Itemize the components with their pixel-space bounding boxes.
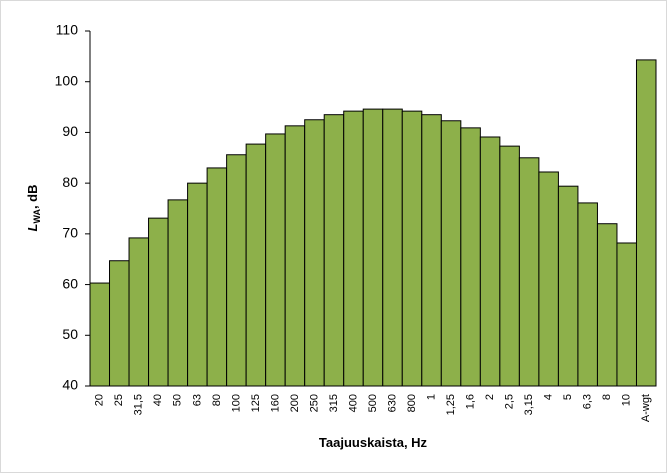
bar <box>460 127 481 387</box>
bar <box>109 260 130 387</box>
bar <box>557 185 579 387</box>
bar <box>206 167 228 387</box>
x-tick-label: 40 <box>152 394 164 406</box>
y-tick-label: 80 <box>62 174 78 190</box>
bar <box>538 171 559 387</box>
x-tick-label: A-wgt <box>640 394 652 422</box>
x-tick-label: 1,6 <box>464 394 476 409</box>
bar <box>187 182 208 387</box>
x-tick-label: 200 <box>289 394 301 412</box>
y-tick-label: 100 <box>55 72 79 88</box>
bar <box>362 108 384 387</box>
x-tick-label: 2 <box>484 394 496 400</box>
x-tick-label: 315 <box>328 394 340 412</box>
bar <box>284 125 306 387</box>
x-tick-label: 160 <box>269 394 281 412</box>
y-label-sub: WA <box>32 209 42 224</box>
x-tick-label: 1 <box>425 394 437 400</box>
x-tick-label: 500 <box>367 394 379 412</box>
x-tick-label: 80 <box>211 394 223 406</box>
x-tick-label: 400 <box>347 394 359 412</box>
x-tick-label: 25 <box>113 394 125 406</box>
x-tick-label: 6,3 <box>582 394 594 409</box>
y-axis-label: LWA, dB <box>25 184 42 231</box>
bar <box>343 110 364 387</box>
x-tick-label: 20 <box>94 394 106 406</box>
bar <box>499 145 520 387</box>
x-tick-label: 8 <box>601 394 613 400</box>
y-tick-label: 50 <box>62 326 78 342</box>
y-label-main: L <box>25 224 40 232</box>
bar <box>518 157 540 387</box>
x-tick-label: 63 <box>191 394 203 406</box>
bar <box>421 114 442 387</box>
bar <box>440 120 462 387</box>
bar <box>265 133 286 387</box>
x-tick-label: 800 <box>406 394 418 412</box>
bar <box>226 154 247 387</box>
bar <box>148 217 169 387</box>
x-tick-label: 4 <box>543 394 555 400</box>
x-tick-label: 100 <box>230 394 242 412</box>
x-tick-label: 250 <box>308 394 320 412</box>
bar <box>128 237 150 387</box>
x-tick-label: 10 <box>621 394 633 406</box>
bar <box>577 202 598 387</box>
y-label-rest: , dB <box>25 184 40 209</box>
bar <box>245 143 267 387</box>
y-tick-label: 70 <box>62 225 78 241</box>
x-tick-label: 5 <box>562 394 574 400</box>
y-tick-label: 90 <box>62 123 78 139</box>
bar <box>323 114 345 387</box>
y-tick-label: 60 <box>62 275 78 291</box>
x-tick-label: 3,15 <box>523 394 535 415</box>
x-tick-label: 50 <box>172 394 184 406</box>
bar <box>479 136 501 387</box>
bar <box>616 242 637 387</box>
bar <box>635 59 657 387</box>
bar <box>382 108 403 387</box>
x-tick-label: 125 <box>250 394 262 412</box>
y-tick-label: 110 <box>56 22 79 38</box>
x-tick-label: 1,25 <box>445 394 457 415</box>
x-tick-label: 31,5 <box>133 394 145 415</box>
y-tick-label: 40 <box>62 377 78 393</box>
x-axis-label: Taajuuskaista, Hz <box>319 435 428 450</box>
bar <box>89 282 111 387</box>
bar <box>304 119 325 387</box>
bar <box>401 110 423 387</box>
x-tick-label: 630 <box>386 394 398 412</box>
bar <box>167 199 189 387</box>
x-tick-label: 2,5 <box>504 394 516 409</box>
bar <box>596 223 618 387</box>
